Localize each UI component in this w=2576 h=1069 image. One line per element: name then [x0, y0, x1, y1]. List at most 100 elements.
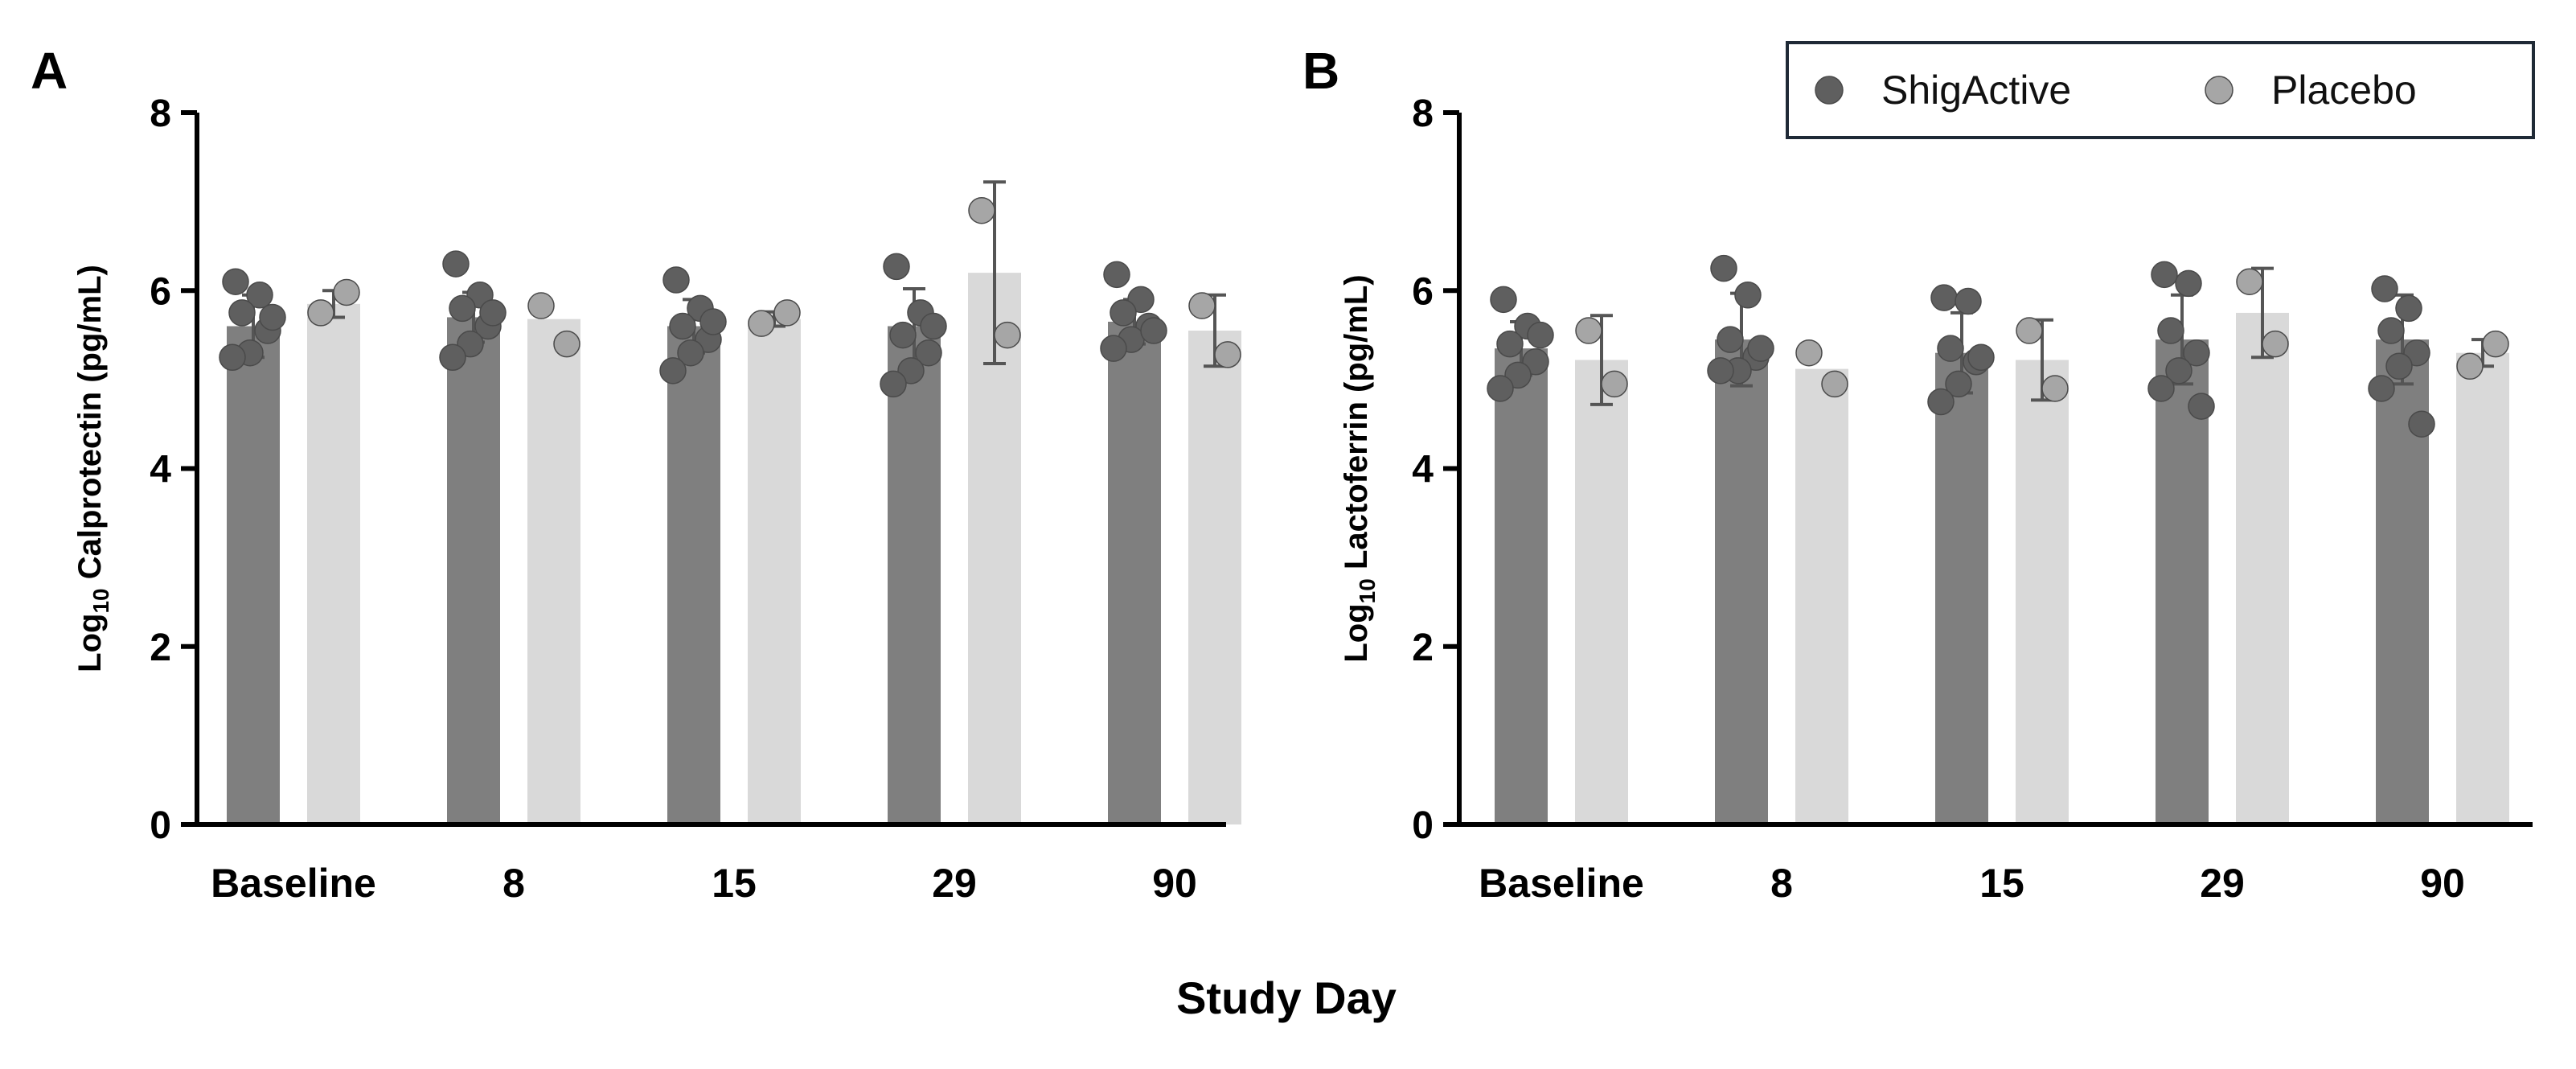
- x-tick-label: 8: [502, 861, 525, 906]
- shigactive-point: [1967, 343, 1995, 371]
- shigactive-point: [1707, 357, 1734, 384]
- shigactive-point: [2368, 375, 2395, 402]
- placebo-bar: [1575, 360, 1628, 825]
- shigactive-point: [889, 321, 917, 349]
- placebo-bar: [2236, 312, 2289, 824]
- shigactive-point: [449, 294, 476, 323]
- legend-box: [1786, 41, 2535, 139]
- y-tick-label: 8: [1412, 93, 1434, 135]
- shigactive-point: [479, 299, 507, 327]
- shigactive-point: [669, 312, 696, 340]
- shigactive-bar: [1495, 348, 1548, 824]
- shigactive-point: [228, 299, 256, 327]
- shigactive-point: [2165, 357, 2192, 384]
- placebo-point: [2016, 317, 2043, 344]
- shigactive-point: [2183, 339, 2210, 367]
- shigactive-point: [2371, 275, 2398, 302]
- shigactive-point: [1945, 370, 1972, 398]
- shigactive-point: [1140, 317, 1167, 344]
- placebo-point: [968, 196, 995, 224]
- shigactive-bar: [667, 326, 720, 824]
- shigactive-point: [1955, 287, 1982, 315]
- placebo-point: [2482, 330, 2509, 358]
- shigactive-point: [662, 266, 690, 294]
- y-axis-label-prefix: Log: [72, 614, 108, 672]
- shigactive-point: [699, 308, 727, 335]
- shigactive-point: [2408, 410, 2435, 438]
- y-tick-label: 0: [150, 804, 171, 847]
- shigactive-point: [2377, 317, 2405, 344]
- shigactive-point: [1927, 388, 1955, 416]
- x-tick-label: Baseline: [1479, 861, 1644, 906]
- y-axis-label: Log10 Calprotectin (pg/mL): [72, 265, 113, 672]
- shigactive-point: [222, 268, 249, 295]
- shigactive-point: [442, 250, 470, 278]
- shigactive-point: [1490, 286, 1517, 314]
- shigactive-bar: [1108, 321, 1161, 824]
- x-tick-label: Baseline: [211, 861, 376, 906]
- shigactive-point: [920, 312, 947, 340]
- placebo-bar: [307, 303, 360, 824]
- y-tick-label: 4: [150, 449, 171, 491]
- legend-label: Placebo: [2271, 68, 2417, 113]
- shigactive-point: [880, 370, 907, 398]
- placebo-point: [2456, 352, 2484, 380]
- y-axis-label: Log10 Lactoferrin (pg/mL): [1339, 274, 1380, 662]
- y-axis-label-text: Lactoferrin (pg/mL): [1339, 274, 1374, 578]
- shigactive-point: [246, 282, 273, 309]
- shigactive-bar: [447, 317, 500, 824]
- x-tick-label: 15: [712, 861, 757, 906]
- y-axis-label-subscript: 10: [88, 588, 113, 613]
- panel-label: A: [31, 42, 68, 100]
- x-tick-label: 8: [1770, 861, 1793, 906]
- shigactive-point: [677, 339, 704, 367]
- shigactive-point: [219, 343, 246, 371]
- x-tick-label: 29: [932, 861, 977, 906]
- shigactive-point: [2385, 352, 2413, 380]
- shigactive-point: [2395, 294, 2422, 323]
- placebo-point: [2262, 330, 2289, 358]
- placebo-bar: [2456, 352, 2509, 824]
- shigactive-point: [1496, 330, 1524, 358]
- placebo-point: [1575, 317, 1602, 344]
- placebo-bar: [2016, 360, 2069, 825]
- panel-label: B: [1302, 42, 1339, 100]
- placebo-point: [1601, 370, 1628, 398]
- shigactive-bar: [1935, 352, 1988, 824]
- y-tick-label: 2: [1412, 627, 1434, 669]
- placebo-point: [307, 299, 334, 327]
- shigactive-point: [2175, 269, 2202, 298]
- shigactive-bar: [2156, 339, 2209, 824]
- shigactive-point: [259, 303, 286, 331]
- placebo-point: [994, 321, 1021, 349]
- shigactive-point: [883, 253, 910, 281]
- x-tick-label: 90: [2420, 861, 2465, 906]
- shared-x-axis-label: Study Day: [1176, 972, 1397, 1023]
- shigactive-point: [1734, 282, 1762, 309]
- shigactive-point: [1487, 375, 1514, 402]
- y-tick-label: 2: [150, 627, 171, 669]
- placebo-bar: [1795, 368, 1848, 825]
- placebo-bar: [1188, 331, 1241, 824]
- placebo-point: [1188, 292, 1216, 319]
- x-tick-label: 15: [1979, 861, 2024, 906]
- shigactive-bar: [1715, 339, 1768, 824]
- shigactive-point: [659, 357, 687, 384]
- shigactive-bar: [888, 326, 941, 824]
- legend-swatch: [1815, 76, 1844, 105]
- placebo-point: [2236, 268, 2263, 295]
- x-tick-label: 90: [1152, 861, 1197, 906]
- placebo-point: [773, 299, 801, 327]
- panel-b-lactoferrin-chart: B Log10 Lactoferrin (pg/mL) Baseline 8 15 29 9…: [1302, 42, 2533, 906]
- y-tick-label: 6: [1412, 270, 1434, 313]
- y-tick-label: 4: [1412, 449, 1434, 491]
- shigactive-point: [1103, 261, 1130, 289]
- shigactive-bar: [227, 326, 280, 824]
- shigactive-point: [2188, 393, 2215, 420]
- y-axis-label-text: Calprotectin (pg/mL): [72, 265, 108, 588]
- legend-swatch: [2205, 76, 2233, 105]
- shigactive-point: [1937, 335, 1964, 362]
- shigactive-point: [1527, 321, 1554, 349]
- shigactive-point: [439, 343, 466, 371]
